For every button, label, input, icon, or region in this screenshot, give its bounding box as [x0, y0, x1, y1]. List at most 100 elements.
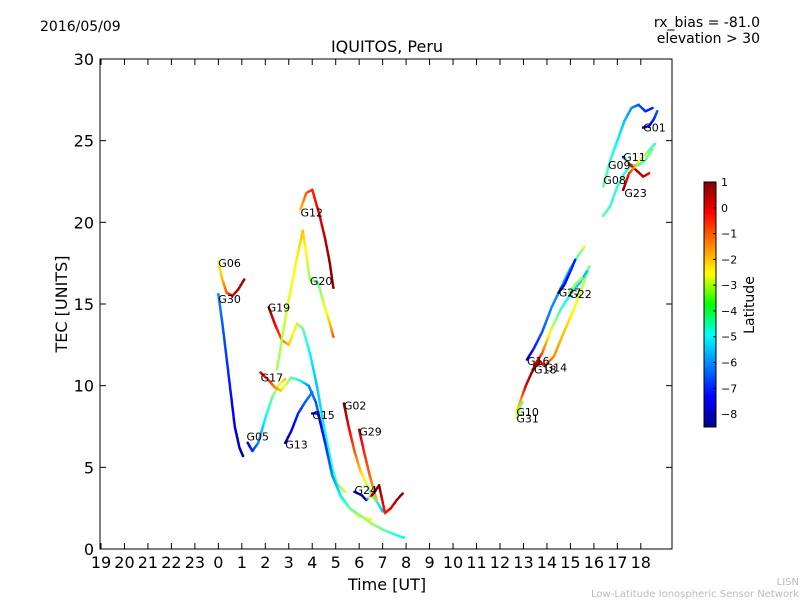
satellite-label: G23 — [624, 187, 647, 200]
series-g20 — [275, 229, 335, 371]
satellite-label: G18 — [534, 363, 557, 376]
y-tick-label: 20 — [74, 213, 94, 232]
x-tick-label: 13 — [513, 553, 533, 572]
data-point — [332, 335, 335, 339]
colorbar-tick-label: 0 — [721, 202, 728, 215]
satellite-label: G16 — [527, 355, 550, 368]
data-point — [585, 270, 589, 273]
colorbar-tick-label: 1 — [721, 176, 728, 189]
series-g18 — [532, 270, 589, 368]
x-tick-label: 14 — [537, 553, 557, 572]
satellite-labels: G06G30G05G13G17G19G12G20G15G02G29G24G10G… — [218, 122, 665, 498]
elevation-label: elevation > 30 — [657, 31, 760, 47]
satellite-label: G20 — [310, 275, 333, 288]
x-tick-label: 16 — [584, 553, 604, 572]
colorbar — [703, 181, 717, 428]
plot-frame — [99, 58, 673, 550]
y-axis-ticks: 0 5 10 15 20 25 30 — [74, 50, 672, 559]
satellite-label: G11 — [623, 151, 646, 164]
x-tick-label: 7 — [378, 553, 388, 572]
satellite-label: G15 — [312, 409, 335, 422]
data-point — [242, 278, 246, 281]
data-point — [580, 276, 584, 280]
satellite-label: G01 — [643, 122, 666, 135]
x-tick-label: 22 — [161, 553, 181, 572]
data-point — [402, 536, 406, 539]
data-point — [375, 498, 379, 502]
x-tick-label: 9 — [424, 553, 434, 572]
footer-org-long: Low-Latitude Ionospheric Sensor Network — [591, 589, 799, 600]
satellite-label: G30 — [218, 293, 241, 306]
y-tick-label: 5 — [84, 458, 94, 477]
data-point — [653, 142, 657, 146]
satellite-label: G12 — [301, 207, 324, 220]
satellite-label: G24 — [355, 484, 378, 497]
colorbar-tick-label: −3 — [721, 279, 737, 292]
satellite-label: G02 — [344, 399, 367, 412]
x-tick-label: 6 — [354, 553, 364, 572]
data-point — [241, 454, 245, 458]
x-tick-label: 19 — [91, 553, 111, 572]
data-point — [283, 377, 287, 381]
series-g05 — [246, 377, 287, 453]
x-tick-label: 12 — [490, 553, 510, 572]
y-tick-label: 0 — [84, 540, 94, 559]
series-g09 — [602, 103, 654, 188]
series-g24 — [353, 484, 404, 515]
chart-title: IQUITOS, Peru — [331, 37, 443, 56]
satellite-label: G14 — [545, 362, 568, 375]
x-tick-label: 21 — [138, 553, 158, 572]
data-points — [217, 103, 659, 539]
series-g12 — [299, 188, 335, 290]
x-tick-label: 2 — [260, 553, 270, 572]
data-point — [651, 106, 654, 110]
x-axis-label: Time [UT] — [347, 575, 426, 594]
data-point — [332, 286, 335, 290]
data-point — [587, 265, 591, 268]
satellite-label: G27 — [559, 287, 582, 300]
data-point — [647, 172, 651, 175]
series-g06 — [217, 260, 246, 298]
satellite-label: G29 — [359, 425, 382, 438]
x-tick-label: 8 — [401, 553, 411, 572]
colorbar-tick-label: −2 — [721, 253, 737, 266]
satellite-label: G06 — [218, 257, 241, 270]
x-tick-label: 0 — [213, 553, 223, 572]
x-tick-label: 4 — [307, 553, 317, 572]
series-g23 — [621, 142, 657, 191]
satellite-label: G09 — [608, 159, 631, 172]
series-g30 — [217, 292, 245, 458]
date-label: 2016/05/09 — [40, 19, 121, 35]
data-point — [369, 518, 373, 521]
satellite-label: G13 — [285, 439, 308, 452]
y-axis-label: TEC [UNITS] — [52, 256, 71, 354]
x-tick-label: 5 — [331, 553, 341, 572]
data-point — [343, 490, 347, 494]
x-tick-label: 10 — [443, 553, 463, 572]
satellite-label: G08 — [603, 174, 626, 187]
series-g31 — [515, 400, 524, 420]
colorbar-tick-label: −1 — [721, 228, 737, 241]
series-g10 — [515, 363, 538, 414]
satellite-label: G05 — [247, 430, 270, 443]
series-g14 — [531, 265, 591, 371]
colorbar-tick-label: −8 — [721, 408, 737, 421]
footer-org-short: LISN — [777, 577, 799, 588]
x-tick-label: 11 — [466, 553, 486, 572]
satellite-label: G17 — [261, 372, 284, 385]
x-tick-label: 3 — [284, 553, 294, 572]
rx-bias-label: rx_bias = -81.0 — [654, 15, 760, 31]
series-g15 — [310, 412, 406, 539]
colorbar-tick-label: −6 — [721, 357, 737, 370]
series-g01 — [641, 110, 659, 129]
y-tick-label: 15 — [74, 295, 94, 314]
x-tick-label: 1 — [237, 553, 247, 572]
data-point — [573, 258, 577, 262]
x-tick-label: 17 — [607, 553, 627, 572]
data-point — [655, 110, 659, 113]
satellite-label: G22 — [569, 288, 592, 301]
colorbar-label: Latitude — [742, 276, 758, 334]
series-g29 — [357, 428, 379, 502]
series-g27 — [557, 258, 577, 294]
